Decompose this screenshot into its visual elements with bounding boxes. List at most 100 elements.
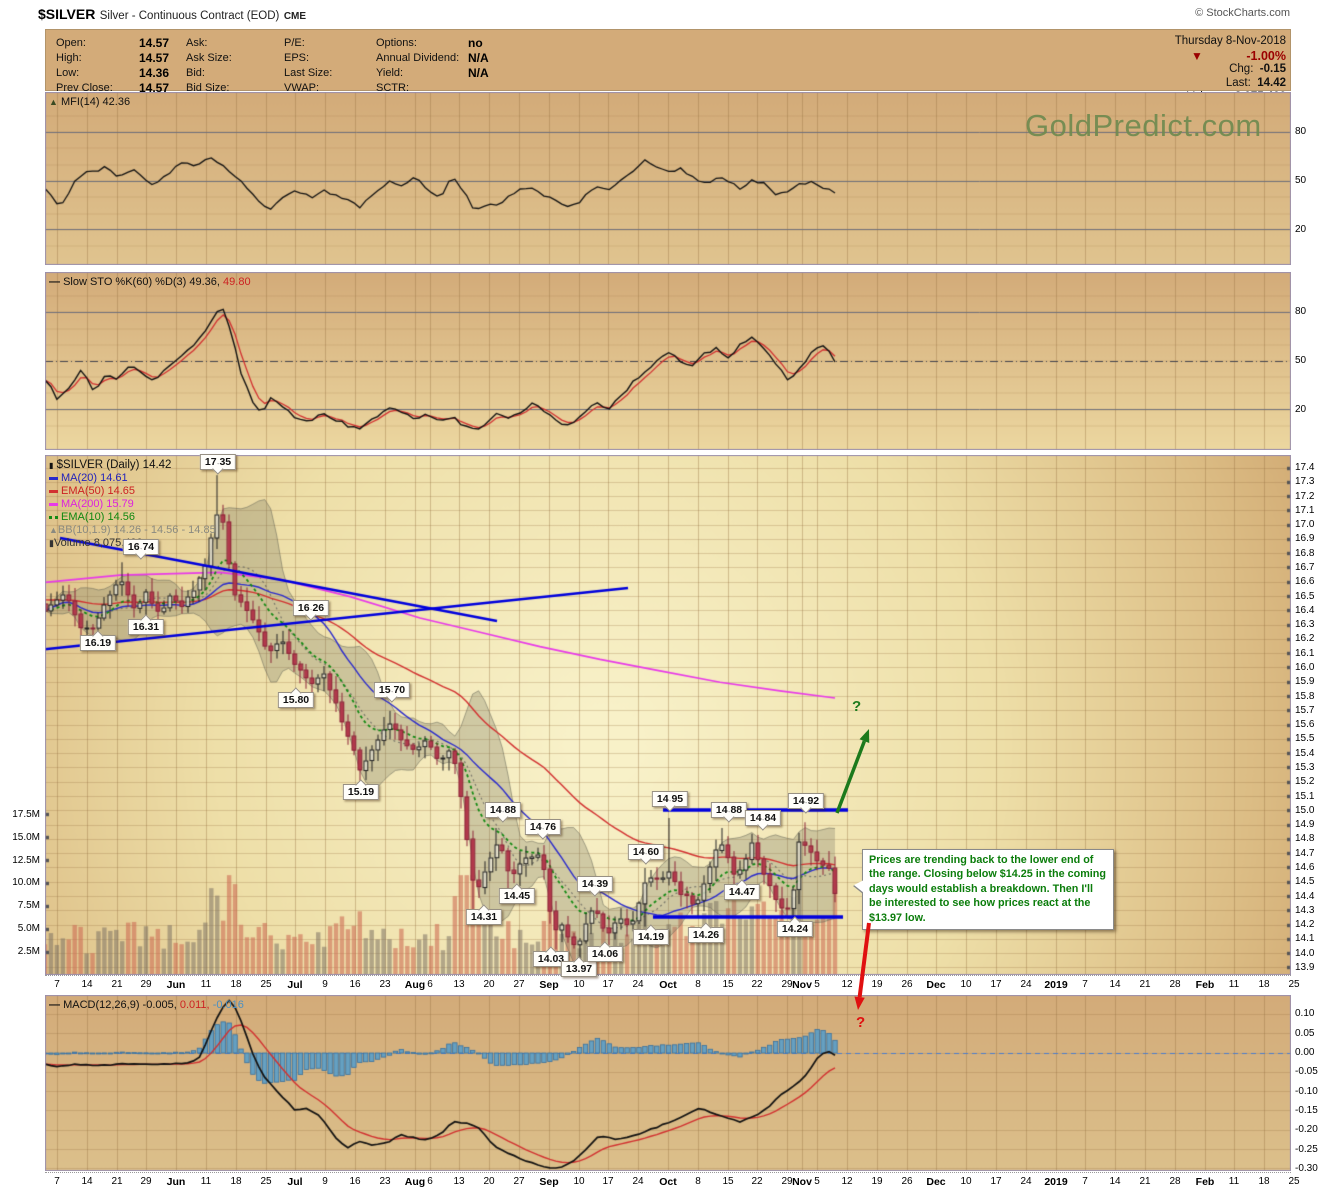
date-tick-label: 22 [751,1176,763,1187]
callout-value: 14.24 [781,923,809,935]
price-callout: 14.26 [687,922,725,943]
date-tick-label: 10 [573,979,585,990]
date-tick-label: 6 [427,979,433,990]
macd-axis-label: -0.10 [1295,1085,1318,1097]
date-tick-label: 18 [230,1176,242,1187]
price-callout: 14.88 [710,802,748,823]
date-tick-label: 24 [1020,1176,1032,1187]
quote-label: Annual Dividend: [376,52,460,64]
volume-legend: Volume 8,075,400 [53,537,143,549]
quote-label: SCTR: [376,82,409,94]
quote-panel: Open: 14.57 High: 14.57 Low: 14.36 Prev Close:… [45,29,1291,103]
mfi-legend-text: MFI(14) 42.36 [60,96,131,108]
price-axis-label: 14.6 [1295,862,1315,873]
callout-value: 14.26 [692,929,720,941]
date-tick-label: 29 [140,979,152,990]
quote-label: Ask Size: [186,52,232,64]
price-callout: 14.76 [524,819,562,840]
date-tick-label: 14 [81,1176,93,1187]
volume-axis-label: 17.5M [12,808,40,820]
price-callout: 16.19 [79,630,117,651]
date-tick-label: Feb [1195,979,1215,991]
quote-label: Yield: [376,67,404,79]
date-tick-label: 12 [841,1176,853,1187]
annotation-tail [854,880,864,893]
date-tick-label: Nov [792,1176,812,1188]
callout-value: 14.84 [749,812,777,824]
ticker-symbol: $SILVER [38,6,96,22]
date-tick-label: 14 [81,979,93,990]
quote-label: VWAP: [284,82,320,94]
ma200-legend: MA(200) 15.79 [61,498,134,510]
date-tick-label: 5 [814,979,820,990]
date-tick-label: Feb [1195,1176,1215,1188]
price-callout: 14.47 [723,879,761,900]
date-tick-label: 24 [632,979,644,990]
date-tick-label: Jun [166,1176,186,1188]
price-callout: 14.88 [484,802,522,823]
quote-label: EPS: [284,52,310,64]
price-callout: 14.19 [632,924,670,945]
date-tick-label: 18 [1258,1176,1270,1187]
quote-label: High: [56,52,82,64]
volume-axis-label: 10.0M [12,877,40,889]
price-callout: 14.95 [651,791,689,812]
date-tick-label: Dec [926,979,946,991]
price-axis-label: 16.5 [1295,590,1315,602]
quote-value: 14.57 [139,36,170,50]
price-axis-label: 16.0 [1295,662,1315,673]
date-tick-label: 29 [140,1176,152,1187]
price-axis-label: 15.0 [1295,804,1315,816]
date-tick-label: 13 [453,1176,465,1187]
mfi-axis-label: 80 [1295,126,1307,138]
date-axis-upper: 7 14 21 29 Jun 11 18 25 Jul 9 16 23 Aug 6 13 20 27 Sep 10 1… [45,975,1300,995]
line-icon: — [49,999,60,1011]
date-tick-label: 26 [901,979,913,990]
date-tick-label: 20 [483,979,495,990]
ema10-legend: EMA(10) 14.56 [61,511,135,523]
price-axis-label: 15.3 [1295,762,1315,773]
price-axis-label: 14.1 [1295,933,1315,945]
macd-axis-label: 0.10 [1295,1008,1315,1020]
price-callout: 14.60 [627,844,665,865]
mfi-axis-label: 50 [1295,175,1307,186]
date-tick-label: 27 [513,1176,525,1187]
quote-value: 14.57 [139,81,170,95]
price-callout: 14.45 [498,883,536,904]
date-tick-label: 17 [602,979,614,990]
date-tick-label: 21 [111,1176,123,1187]
price-axis-label: 17.1 [1295,504,1315,516]
stochastic-legend: — Slow STO %K(60) %D(3) 49.36, 49.80 [49,276,251,289]
price-axis-label: 15.5 [1295,733,1315,745]
analyst-annotation: Prices are trending back to the lower en… [854,849,1114,931]
callout-value: 14.95 [656,793,684,805]
sto-legend-text: Slow STO %K(60) %D(3) 49.36, [63,276,220,288]
date-tick-label: 19 [871,1176,883,1187]
price-axis-label: 15.8 [1295,690,1315,702]
sto-legend-d-value: 49.80 [223,276,251,288]
date-tick-label: 22 [751,979,763,990]
quote-label: Ask: [186,37,208,49]
annotation-text: Prices are trending back to the lower en… [869,854,1106,924]
price-axis-label: 15.4 [1295,747,1315,759]
date-tick-label: 17 [990,1176,1002,1187]
ema50-swatch [49,489,58,493]
quote-date: Thursday 8-Nov-2018 [1174,35,1286,47]
macd-axis-label: -0.05 [1295,1066,1318,1078]
date-tick-label: 17 [990,979,1002,990]
callout-value: 14.19 [637,931,665,943]
price-callout: 13.97 [560,956,598,977]
price-axis-label: 16.1 [1295,647,1315,659]
date-tick-label: Jul [287,1176,303,1188]
price-callout: 17.35 [199,454,237,475]
date-tick-label: 11 [200,979,212,990]
date-tick-label: 25 [260,979,272,990]
date-tick-label: 26 [901,1176,913,1187]
price-axis-label: 17.3 [1295,476,1315,488]
quote-value: N/A [468,66,489,80]
price-callout: 16.74 [122,539,160,560]
date-tick-label: 11 [200,1176,212,1187]
callout-value: 16.26 [297,602,325,614]
callout-value: 15.80 [282,694,310,706]
